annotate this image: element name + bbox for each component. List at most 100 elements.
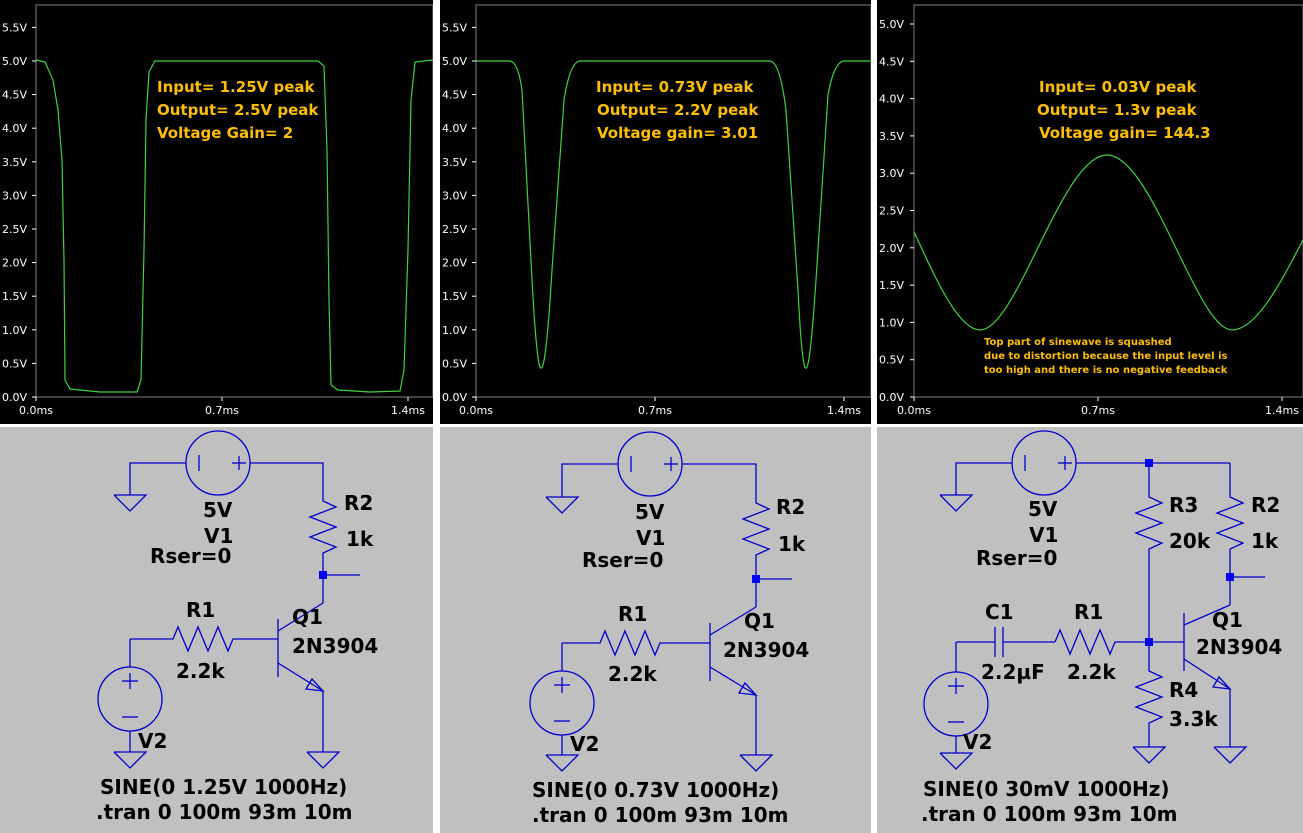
- y-tick-label: 1.5V: [442, 290, 467, 303]
- y-tick-label: 0.0V: [2, 391, 27, 404]
- q1-name-label: Q1: [292, 605, 323, 629]
- r2-name-label: R2: [344, 491, 373, 515]
- v2-name-label: V2: [138, 729, 167, 753]
- x-tick-label: 0.0ms: [19, 404, 53, 417]
- schematic-3: 5V V1 Rser=0 R3 20k R2 1k C1 2.2µF R1 2.…: [877, 427, 1303, 833]
- waveform-plot-2: 0.0V 0.5V 1.0V 1.5V 2.0V 2.5V 3.0V 3.5V 4.0V 4.5V…: [440, 0, 871, 424]
- ground-symbol: [939, 752, 974, 770]
- schematic-2-svg: 5V V1 Rser=0 R2 1k R1 2.2k Q1 2N3904 V2 …: [529, 431, 809, 827]
- ground-symbol: [939, 494, 974, 512]
- v1-value-label: 5V: [635, 500, 665, 524]
- y-tick-label: 0.0V: [442, 391, 467, 404]
- r2-resistor[interactable]: [741, 497, 771, 579]
- annotation-line: Output= 1.3v peak: [1037, 101, 1198, 119]
- v2-sine-source[interactable]: [97, 666, 163, 732]
- waveform-plot-3: 0.0V 0.5V 1.0V 1.5V 2.0V 2.5V 3.0V 3.5V 4.0V 4.5V…: [877, 0, 1303, 424]
- y-tick-label: 2.0V: [442, 257, 467, 270]
- r1-value-label: 2.2k: [176, 659, 225, 683]
- r1-name-label: R1: [1074, 600, 1103, 624]
- v1-voltage-source[interactable]: [185, 430, 251, 496]
- x-tick-label: 1.4ms: [827, 404, 861, 417]
- y-tick-label: 4.0V: [442, 122, 467, 135]
- r2-value-label: 1k: [1251, 529, 1279, 553]
- v1-voltage-source[interactable]: [1011, 430, 1077, 496]
- c1-name-label: C1: [985, 600, 1014, 624]
- r2-resistor[interactable]: [308, 495, 338, 575]
- y-tick-label: 4.0V: [2, 122, 27, 135]
- plot-1-svg: 0.0V 0.5V 1.0V 1.5V 2.0V 2.5V 3.0V 3.5V 4.0V 4.5V…: [0, 0, 433, 424]
- y-tick-label: 4.5V: [442, 89, 467, 102]
- annotation-line: Input= 0.03V peak: [1039, 78, 1198, 96]
- q1-transistor[interactable]: [709, 606, 758, 696]
- annotation-line: Input= 0.73V peak: [596, 78, 755, 96]
- v1-value-label: 5V: [1028, 497, 1058, 521]
- spice-directive: .tran 0 100m 93m 10m: [921, 802, 1177, 826]
- c1-value-label: 2.2µF: [981, 660, 1045, 684]
- r1-resistor[interactable]: [130, 625, 278, 653]
- q1-model-label: 2N3904: [723, 638, 809, 662]
- output-waveform-trace: [35, 59, 433, 393]
- spice-directive: .tran 0 100m 93m 10m: [532, 803, 788, 827]
- annotation-line: Voltage gain= 3.01: [597, 124, 758, 142]
- y-tick-label: 5.5V: [2, 21, 27, 34]
- y-tick-label: 3.0V: [2, 189, 27, 202]
- y-tick-label: 0.5V: [442, 357, 467, 370]
- schematic-1-svg: 5V V1 Rser=0 R2 1k R1 2.2k Q1 2N3904 V2 …: [96, 430, 378, 824]
- output-waveform-trace: [476, 60, 871, 369]
- y-tick-label: 1.5V: [2, 290, 27, 303]
- output-waveform-trace: [913, 154, 1303, 331]
- y-tick-label: 2.5V: [879, 205, 904, 218]
- r1-resistor[interactable]: [1054, 628, 1149, 656]
- x-tick-label: 1.4ms: [1265, 404, 1299, 417]
- schematic-3-svg: 5V V1 Rser=0 R3 20k R2 1k C1 2.2µF R1 2.…: [921, 430, 1282, 826]
- q1-transistor[interactable]: [277, 602, 325, 692]
- v1-name-label: V1: [1029, 523, 1058, 547]
- v1-voltage-source[interactable]: [617, 431, 683, 497]
- y-tick-label: 0.0V: [879, 391, 904, 404]
- y-tick-label: 5.5V: [442, 21, 467, 34]
- y-tick-label: 3.0V: [442, 189, 467, 202]
- r2-name-label: R2: [776, 495, 805, 519]
- r4-name-label: R4: [1169, 678, 1198, 702]
- spice-directive: SINE(0 30mV 1000Hz): [923, 777, 1170, 801]
- y-tick-label: 2.5V: [442, 223, 467, 236]
- ground-symbol: [545, 496, 580, 514]
- r3-name-label: R3: [1169, 493, 1198, 517]
- r3-value-label: 20k: [1169, 529, 1211, 553]
- distortion-note-line: too high and there is no negative feedba…: [984, 365, 1228, 376]
- y-tick-label: 1.0V: [879, 316, 904, 329]
- annotation-line: Output= 2.2V peak: [597, 101, 759, 119]
- r2-resistor[interactable]: [1215, 491, 1245, 577]
- r3-resistor[interactable]: [1134, 491, 1164, 642]
- v1-rser-label: Rser=0: [582, 548, 663, 572]
- x-tick-label: 0.7ms: [205, 404, 239, 417]
- plot-3-svg: 0.0V 0.5V 1.0V 1.5V 2.0V 2.5V 3.0V 3.5V 4.0V 4.5V…: [877, 0, 1303, 424]
- q1-name-label: Q1: [1212, 608, 1243, 632]
- y-tick-label: 1.0V: [2, 324, 27, 337]
- v2-name-label: V2: [963, 730, 992, 754]
- annotation-line: Voltage gain= 144.3: [1039, 124, 1211, 142]
- ground-symbol: [1213, 746, 1248, 764]
- r4-resistor[interactable]: [1134, 642, 1164, 747]
- r2-value-label: 1k: [778, 532, 806, 556]
- ground-symbol: [113, 494, 148, 512]
- q1-transistor[interactable]: [1183, 604, 1232, 690]
- x-tick-label: 1.4ms: [391, 404, 425, 417]
- y-tick-label: 1.0V: [442, 324, 467, 337]
- c1-capacitor[interactable]: [994, 627, 1004, 657]
- plot-2-svg: 0.0V 0.5V 1.0V 1.5V 2.0V 2.5V 3.0V 3.5V 4.0V 4.5V…: [440, 0, 871, 424]
- annotation-line: Input= 1.25V peak: [157, 78, 316, 96]
- y-tick-label: 5.0V: [879, 18, 904, 31]
- ground-symbol: [545, 754, 580, 772]
- annotation-line: Voltage Gain= 2: [157, 124, 293, 142]
- y-tick-label: 0.5V: [879, 354, 904, 367]
- v2-sine-source[interactable]: [529, 670, 595, 736]
- v2-sine-source[interactable]: [923, 671, 989, 737]
- q1-model-label: 2N3904: [1196, 635, 1282, 659]
- r1-resistor[interactable]: [562, 629, 710, 657]
- y-tick-label: 5.0V: [2, 55, 27, 68]
- x-tick-label: 0.0ms: [897, 404, 931, 417]
- ground-symbol: [739, 754, 774, 772]
- r1-value-label: 2.2k: [608, 662, 657, 686]
- ground-symbol: [113, 751, 148, 769]
